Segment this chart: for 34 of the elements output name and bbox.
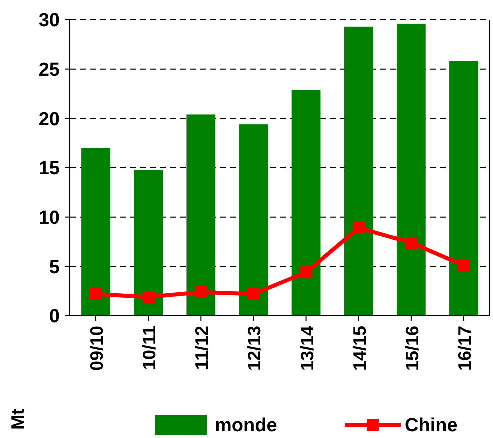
y-tick-label: 30	[38, 10, 60, 32]
bar	[292, 90, 321, 316]
point	[405, 236, 418, 249]
x-tick-label: 11/12	[192, 326, 212, 370]
y-tick-label: 10	[38, 208, 60, 229]
bar	[186, 114, 216, 316]
bar	[239, 124, 268, 316]
legend-label: monde	[215, 416, 278, 437]
y-tick-label: 0	[49, 306, 60, 328]
bar	[344, 26, 374, 316]
x-tick-label: 14/15	[350, 326, 370, 372]
x-tick-label: 16/17	[454, 326, 475, 372]
point	[352, 222, 365, 234]
x-tick-label: 12/13	[244, 326, 265, 372]
point	[458, 260, 470, 272]
y-axis-title: Mt	[8, 409, 28, 430]
point	[195, 286, 208, 298]
x-tick-label: 13/14	[297, 326, 318, 372]
y-tick-label: 15	[38, 158, 60, 180]
point	[90, 288, 102, 300]
bar	[134, 170, 164, 316]
x-tick-label: 10/11	[140, 326, 160, 370]
x-tick-label: 15/16	[402, 326, 422, 372]
y-tick-label: 5	[49, 257, 60, 278]
point	[142, 291, 155, 304]
bar	[396, 24, 426, 316]
bar	[82, 148, 110, 316]
y-tick-label: 20	[38, 109, 60, 130]
x-tick-label: 09/10	[87, 326, 108, 372]
point	[300, 266, 312, 279]
legend-label: Chine	[405, 416, 458, 437]
y-tick-label: 25	[38, 60, 60, 81]
point	[248, 288, 260, 300]
bar	[450, 61, 478, 316]
